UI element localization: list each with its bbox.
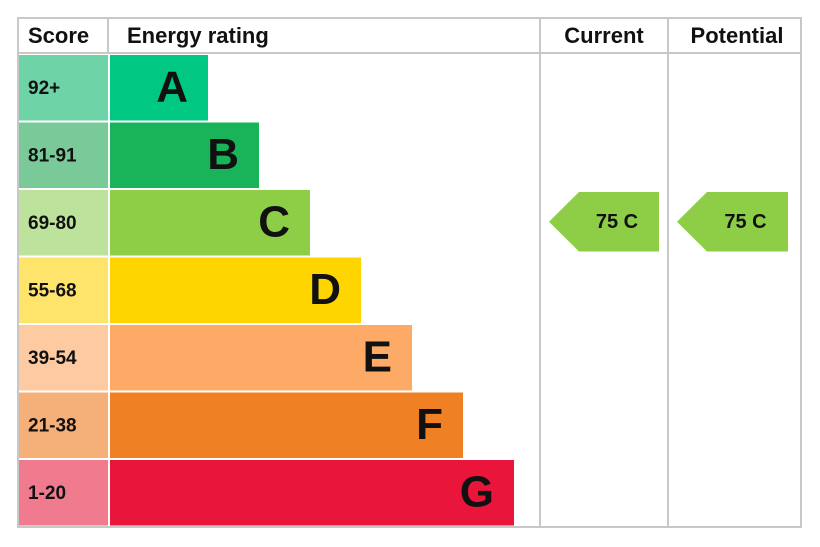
score-label: 55-68 bbox=[28, 280, 77, 301]
rating-letter: B bbox=[207, 130, 239, 179]
score-label: 21-38 bbox=[28, 415, 77, 436]
rating-bar bbox=[110, 392, 463, 458]
rating-letter: E bbox=[363, 332, 392, 381]
score-cell bbox=[19, 325, 108, 391]
score-label: 81-91 bbox=[28, 145, 77, 166]
score-cell bbox=[19, 190, 108, 256]
score-header: Score bbox=[28, 23, 89, 48]
score-cell bbox=[19, 122, 108, 188]
rating-letter: D bbox=[309, 265, 341, 314]
rating-letter: C bbox=[258, 197, 290, 246]
rating-header: Energy rating bbox=[127, 23, 269, 48]
score-label: 39-54 bbox=[28, 348, 77, 369]
score-label: 1-20 bbox=[28, 483, 66, 504]
rating-bar bbox=[110, 190, 310, 256]
current-label: 75 C bbox=[596, 211, 638, 233]
rating-arrow bbox=[549, 192, 659, 252]
rating-bar bbox=[110, 122, 259, 188]
rating-bar bbox=[110, 460, 514, 526]
score-cell bbox=[19, 392, 108, 458]
rating-letter: A bbox=[156, 62, 188, 111]
frame bbox=[17, 17, 802, 528]
score-cell bbox=[19, 460, 108, 526]
score-label: 69-80 bbox=[28, 213, 77, 234]
rating-arrow bbox=[677, 192, 788, 252]
rating-bar bbox=[110, 325, 412, 391]
rating-bar bbox=[110, 55, 208, 121]
potential-label: 75 C bbox=[724, 211, 766, 233]
rating-bar bbox=[110, 257, 361, 323]
rating-letter: F bbox=[416, 400, 443, 449]
score-cell bbox=[19, 55, 108, 121]
score-cell bbox=[19, 257, 108, 323]
score-label: 92+ bbox=[28, 78, 60, 99]
potential-header: Potential bbox=[691, 23, 784, 48]
rating-letter: G bbox=[460, 467, 494, 516]
current-header: Current bbox=[564, 23, 644, 48]
